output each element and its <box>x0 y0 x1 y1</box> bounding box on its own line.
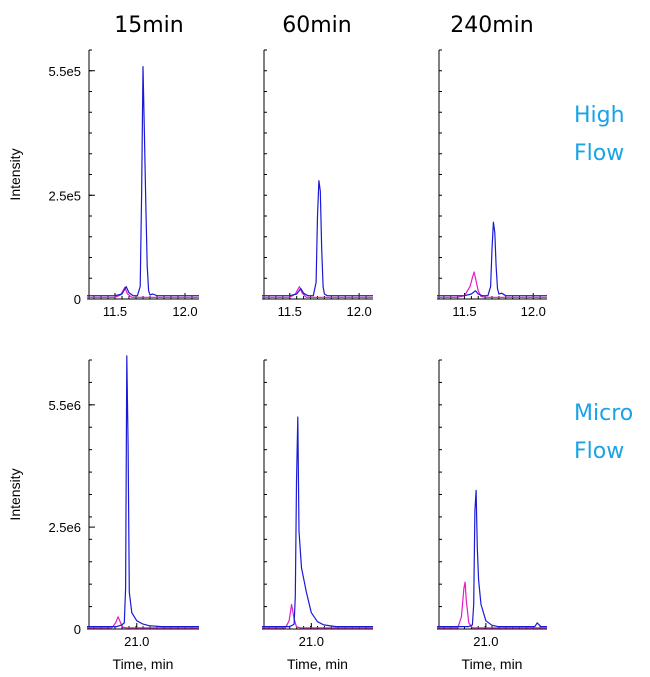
trace-blue <box>437 489 547 628</box>
row-label-high-flow: Flow <box>574 141 624 166</box>
x-tick-label: 21.0 <box>299 634 324 649</box>
trace-magenta <box>262 603 373 629</box>
y-tick-label: 0 <box>74 292 81 307</box>
trace-magenta <box>262 286 373 298</box>
y-tick-label: 5.5e5 <box>48 64 81 79</box>
y-axis-title: Intensity <box>7 148 23 200</box>
trace-blue <box>87 65 199 297</box>
y-tick-label: 2.5e6 <box>48 520 81 535</box>
column-title-60min: 60min <box>282 13 351 38</box>
panel-0-2: 11.5 12.0 <box>437 49 547 319</box>
panel-0-1: 11.5 12.0 <box>262 49 373 319</box>
x-tick-label: 21.0 <box>124 634 149 649</box>
row-label-micro: Micro <box>574 401 633 426</box>
trace-blue <box>262 416 373 628</box>
x-tick-label: 12.0 <box>172 304 197 319</box>
column-title-15min: 15min <box>114 13 183 38</box>
panel-1-1: 21.0 Time, min <box>262 359 373 672</box>
y-tick-label: 0 <box>74 622 81 637</box>
trace-blue <box>437 221 547 297</box>
panel-0-0: 11.5 12.0 0 2.5e5 5.5e5 Intensity <box>7 49 199 319</box>
y-tick-label: 5.5e6 <box>48 398 81 413</box>
trace-magenta <box>87 286 199 298</box>
row-label-high: High <box>574 103 625 128</box>
x-tick-label: 21.0 <box>473 634 498 649</box>
trace-blue <box>262 180 373 297</box>
x-axis-title: Time, min <box>287 656 348 672</box>
x-axis-title: Time, min <box>462 656 523 672</box>
x-tick-label: 11.5 <box>103 304 127 319</box>
panel-1-2: 21.0 Time, min <box>437 359 547 672</box>
panel-1-0: 21.0 0 2.5e6 5.5e6 Intensity Time, min <box>7 355 199 672</box>
x-tick-label: 11.5 <box>278 304 302 319</box>
row-label-micro-flow: Flow <box>574 439 624 464</box>
y-axis-title: Intensity <box>7 468 23 520</box>
y-tick-label: 2.5e5 <box>48 188 81 203</box>
trace-magenta <box>437 271 547 298</box>
x-tick-label: 12.0 <box>521 304 546 319</box>
x-tick-label: 12.0 <box>346 304 371 319</box>
trace-magenta <box>437 581 547 629</box>
trace-blue <box>87 355 199 628</box>
column-title-240min: 240min <box>450 13 533 38</box>
x-axis-title: Time, min <box>113 656 174 672</box>
x-tick-label: 11.5 <box>452 304 476 319</box>
